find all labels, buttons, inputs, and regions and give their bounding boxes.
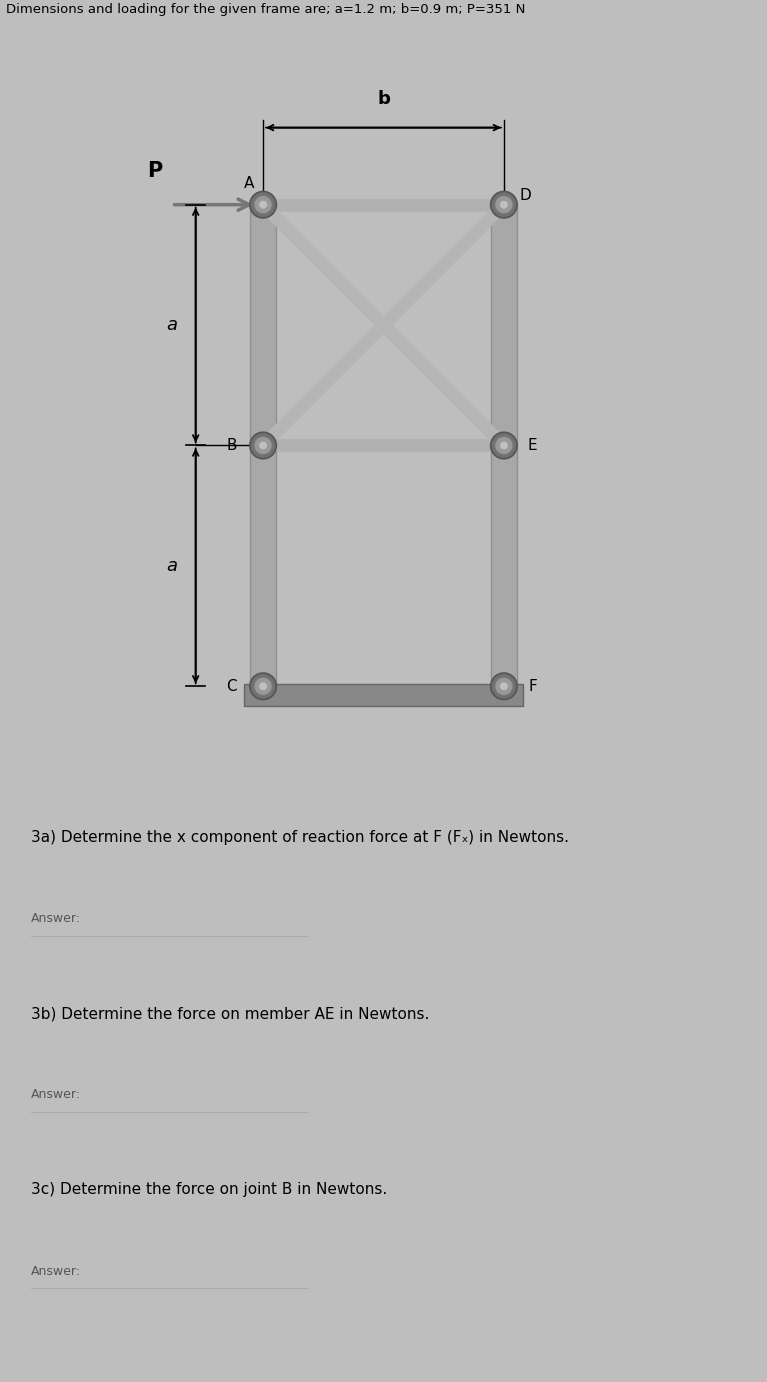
Text: b: b (377, 90, 390, 108)
Circle shape (491, 673, 517, 699)
Text: E: E (528, 438, 538, 453)
Text: B: B (226, 438, 237, 453)
Circle shape (250, 192, 276, 218)
Circle shape (258, 441, 268, 449)
Text: 3b) Determine the force on member AE in Newtons.: 3b) Determine the force on member AE in … (31, 1006, 429, 1021)
Circle shape (254, 437, 272, 455)
Text: D: D (520, 188, 532, 203)
Text: A: A (243, 176, 254, 191)
Text: F: F (528, 679, 537, 694)
Text: 3c) Determine the force on joint B in Newtons.: 3c) Determine the force on joint B in Ne… (31, 1183, 387, 1197)
Circle shape (495, 195, 513, 214)
Text: a: a (166, 316, 177, 334)
Text: P: P (147, 160, 163, 181)
Circle shape (495, 437, 513, 455)
Circle shape (491, 433, 517, 459)
Text: Answer:: Answer: (31, 1265, 81, 1277)
Circle shape (254, 677, 272, 695)
Circle shape (491, 192, 517, 218)
Circle shape (499, 681, 509, 691)
Text: Answer:: Answer: (31, 1089, 81, 1101)
Text: Dimensions and loading for the given frame are; a=1.2 m; b=0.9 m; P=351 N: Dimensions and loading for the given fra… (6, 3, 525, 15)
Circle shape (258, 200, 268, 209)
Polygon shape (491, 205, 517, 687)
Circle shape (495, 677, 513, 695)
Circle shape (250, 673, 276, 699)
Circle shape (258, 681, 268, 691)
Text: a: a (166, 557, 177, 575)
Circle shape (254, 195, 272, 214)
Text: C: C (226, 679, 237, 694)
Text: Answer:: Answer: (31, 912, 81, 925)
Circle shape (250, 433, 276, 459)
Circle shape (499, 441, 509, 449)
Polygon shape (244, 684, 523, 706)
Text: 3a) Determine the x component of reaction force at F (Fₓ) in Newtons.: 3a) Determine the x component of reactio… (31, 829, 568, 844)
Polygon shape (250, 205, 276, 687)
Circle shape (499, 200, 509, 209)
